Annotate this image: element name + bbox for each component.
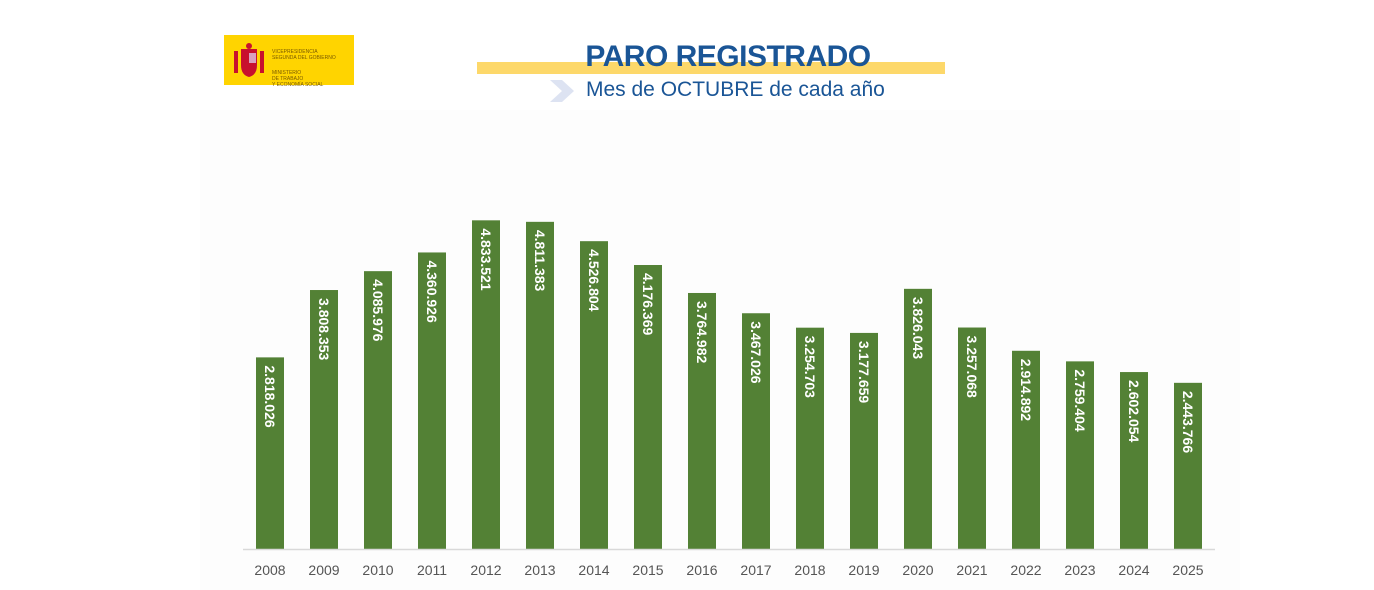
- x-tick-2025: 2025: [1172, 562, 1203, 578]
- data-label-2015: 4.176.369: [640, 273, 656, 335]
- x-tick-2024: 2024: [1118, 562, 1149, 578]
- x-tick-2021: 2021: [956, 562, 987, 578]
- data-label-2024: 2.602.054: [1126, 380, 1142, 442]
- logo-line-1: VICEPRESIDENCIA SEGUNDA DEL GOBIERNO: [272, 49, 336, 61]
- data-label-2019: 3.177.659: [856, 341, 872, 403]
- data-label-2023: 2.759.404: [1072, 369, 1088, 431]
- x-tick-2008: 2008: [254, 562, 285, 578]
- data-label-2012: 4.833.521: [478, 228, 494, 290]
- data-label-2016: 3.764.982: [694, 301, 710, 363]
- x-tick-2014: 2014: [578, 562, 609, 578]
- x-tick-2023: 2023: [1064, 562, 1095, 578]
- bar-2020: [904, 288, 932, 549]
- ministry-logo: VICEPRESIDENCIA SEGUNDA DEL GOBIERNO MIN…: [224, 35, 354, 88]
- bar-2011: [418, 252, 446, 549]
- page-title: PARO REGISTRADO: [585, 40, 871, 73]
- data-label-2018: 3.254.703: [802, 336, 818, 398]
- x-tick-2011: 2011: [417, 562, 447, 578]
- bar-2025: [1174, 382, 1202, 549]
- x-tick-2012: 2012: [470, 562, 501, 578]
- bar-2024: [1120, 372, 1148, 549]
- bar-2018: [796, 327, 824, 549]
- bar-2013: [526, 221, 554, 549]
- x-tick-2020: 2020: [902, 562, 933, 578]
- bar-2015: [634, 265, 662, 549]
- bar-2017: [742, 313, 770, 549]
- coat-of-arms-icon: [234, 43, 264, 77]
- x-tick-2017: 2017: [740, 562, 771, 578]
- bar-2014: [580, 241, 608, 550]
- data-label-2013: 4.811.383: [532, 230, 548, 292]
- bar-2009: [310, 290, 338, 549]
- data-label-2008: 2.818.026: [262, 365, 278, 427]
- x-tick-2009: 2009: [308, 562, 339, 578]
- bar-2022: [1012, 350, 1040, 549]
- logo-line-2: MINISTERIO DE TRABAJO Y ECONOMÍA SOCIAL: [272, 70, 324, 88]
- bar-2019: [850, 332, 878, 549]
- bar-2012: [472, 220, 500, 550]
- bar-2021: [958, 327, 986, 549]
- title-underline: [477, 62, 945, 74]
- x-tick-2022: 2022: [1010, 562, 1041, 578]
- bar-2023: [1066, 361, 1094, 549]
- data-label-2009: 3.808.353: [316, 298, 332, 360]
- data-label-2017: 3.467.026: [748, 321, 764, 383]
- page-subtitle: Mes de OCTUBRE de cada año: [586, 78, 885, 101]
- data-label-2014: 4.526.804: [586, 249, 602, 311]
- data-label-2020: 3.826.043: [910, 297, 926, 359]
- data-label-2011: 4.360.926: [424, 260, 440, 322]
- data-label-2025: 2.443.766: [1180, 391, 1196, 453]
- x-tick-2013: 2013: [524, 562, 555, 578]
- x-tick-2010: 2010: [362, 562, 393, 578]
- bar-2016: [688, 292, 716, 549]
- bar-2010: [364, 271, 392, 549]
- x-tick-2016: 2016: [686, 562, 717, 578]
- data-label-2010: 4.085.976: [370, 279, 386, 341]
- data-label-2021: 3.257.068: [964, 336, 980, 398]
- x-tick-2018: 2018: [794, 562, 825, 578]
- logo-text: VICEPRESIDENCIA SEGUNDA DEL GOBIERNO MIN…: [272, 43, 352, 94]
- chevron-right-icon: [550, 80, 574, 102]
- data-label-2022: 2.914.892: [1018, 359, 1034, 421]
- x-tick-2019: 2019: [848, 562, 879, 578]
- x-tick-2015: 2015: [632, 562, 663, 578]
- bar-2008: [256, 357, 284, 549]
